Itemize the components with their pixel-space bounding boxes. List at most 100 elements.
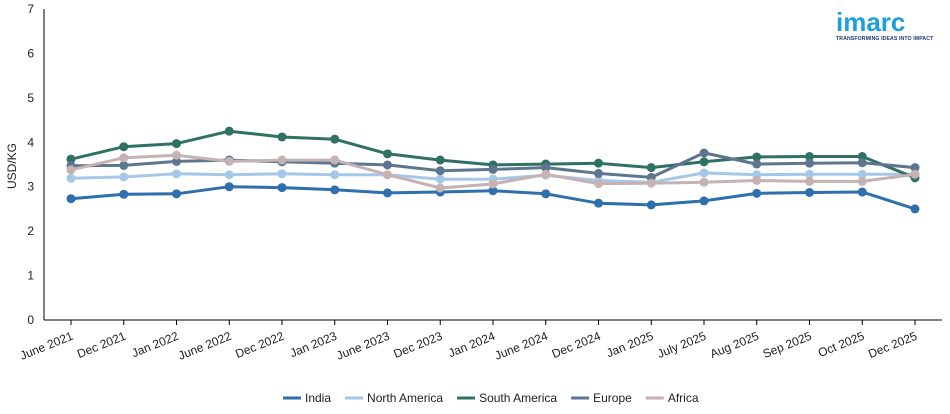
data-point-africa <box>172 150 181 160</box>
data-point-europe <box>910 163 920 173</box>
x-tick-label: Dec 2021 <box>75 329 128 361</box>
data-point-africa <box>910 169 920 179</box>
x-tick-label: Jan 2025 <box>604 329 655 361</box>
imarc-logo: imarc TRANSFORMING IDEAS INTO IMPACT <box>836 7 934 42</box>
legend: India North America South America Europe Afr… <box>283 391 699 405</box>
data-point-africa <box>435 183 445 193</box>
data-point-north-america <box>224 170 234 180</box>
data-point-india <box>224 182 234 192</box>
data-point-south-america <box>646 163 656 173</box>
data-point-south-america <box>66 154 76 164</box>
data-point-india <box>752 188 762 198</box>
data-point-south-america <box>172 139 181 149</box>
data-point-north-america <box>172 169 181 179</box>
data-point-north-america <box>66 173 76 183</box>
data-point-north-america <box>699 168 709 178</box>
x-tick-label: Dec 2022 <box>233 329 286 361</box>
data-point-india <box>699 196 709 206</box>
data-point-europe <box>699 148 709 158</box>
data-point-north-america <box>119 172 129 182</box>
data-point-north-america <box>277 169 287 179</box>
x-tick-label: June 2022 <box>176 329 234 363</box>
legend-label-india: India <box>305 391 331 405</box>
data-point-india <box>594 198 603 208</box>
data-point-africa <box>488 179 498 189</box>
data-point-north-america <box>330 170 340 180</box>
data-point-africa <box>752 175 762 185</box>
x-tick-label: Dec 2025 <box>866 329 919 361</box>
x-tick-label: June 2021 <box>18 329 76 363</box>
x-tick-label: Jan 2022 <box>130 329 181 361</box>
y-tick-label: 1 <box>27 269 34 283</box>
x-tick-label: Dec 2024 <box>550 329 603 361</box>
legend-label-south-america: South America <box>479 391 557 405</box>
data-point-india <box>172 189 181 199</box>
x-tick-label: July 2025 <box>655 329 708 361</box>
x-tick-label: Aug 2025 <box>708 329 761 361</box>
data-point-africa <box>383 170 392 180</box>
data-point-europe <box>172 156 181 166</box>
y-tick-label: 7 <box>27 2 34 16</box>
data-point-india <box>383 188 392 198</box>
data-point-india <box>910 204 920 214</box>
y-tick-label: 0 <box>27 313 34 327</box>
y-axis-label: USD/KG <box>5 143 19 189</box>
logo-text: imarc <box>836 7 905 37</box>
data-point-south-america <box>699 157 709 167</box>
data-point-south-america <box>330 134 340 144</box>
data-point-india <box>119 189 129 199</box>
x-tick-label: Sep 2025 <box>761 329 814 361</box>
data-point-india <box>805 187 814 197</box>
data-point-europe <box>488 164 498 174</box>
data-point-europe <box>435 166 445 176</box>
x-tick-label: Jan 2023 <box>288 329 339 361</box>
data-point-africa <box>119 153 129 163</box>
data-point-india <box>541 189 551 199</box>
data-point-africa <box>805 176 814 186</box>
data-point-africa <box>594 179 603 189</box>
data-point-south-america <box>119 142 129 152</box>
y-tick-label: 6 <box>27 46 34 60</box>
data-point-africa <box>857 176 867 186</box>
data-point-india <box>330 185 340 195</box>
data-point-north-america <box>805 169 814 179</box>
data-point-south-america <box>594 158 603 168</box>
legend-label-europe: Europe <box>593 391 632 405</box>
data-point-europe <box>857 158 867 168</box>
y-tick-label: 2 <box>27 224 34 238</box>
x-tick-label: Jan 2024 <box>446 329 497 361</box>
x-tick-label: June 2024 <box>493 329 551 363</box>
data-point-europe <box>752 159 762 169</box>
data-point-india <box>646 200 656 210</box>
data-point-south-america <box>383 149 392 159</box>
data-point-north-america <box>435 174 445 184</box>
data-point-south-america <box>752 152 762 162</box>
data-point-europe <box>119 160 129 170</box>
logo-tagline: TRANSFORMING IDEAS INTO IMPACT <box>836 36 934 42</box>
y-tick-label: 5 <box>27 91 34 105</box>
x-tick-label: June 2023 <box>334 329 392 363</box>
data-point-south-america <box>277 132 287 142</box>
data-point-india <box>857 187 867 197</box>
data-point-europe <box>805 158 814 168</box>
data-point-africa <box>699 177 709 187</box>
x-tick-label: Oct 2025 <box>816 329 867 360</box>
data-point-europe <box>383 160 392 170</box>
data-point-europe <box>541 163 551 173</box>
legend-label-north-america: North America <box>367 391 443 405</box>
data-point-india <box>277 183 287 193</box>
data-point-africa <box>224 156 234 166</box>
series-points <box>66 126 920 214</box>
data-point-south-america <box>224 126 234 136</box>
data-point-india <box>66 194 76 204</box>
y-tick-label: 3 <box>27 180 34 194</box>
data-point-india <box>488 186 498 196</box>
data-point-africa <box>66 165 76 175</box>
data-point-north-america <box>857 169 867 179</box>
data-point-africa <box>277 155 287 165</box>
data-point-south-america <box>435 155 445 165</box>
data-point-south-america <box>857 152 867 162</box>
data-point-africa <box>330 155 340 165</box>
data-point-africa <box>541 169 551 179</box>
